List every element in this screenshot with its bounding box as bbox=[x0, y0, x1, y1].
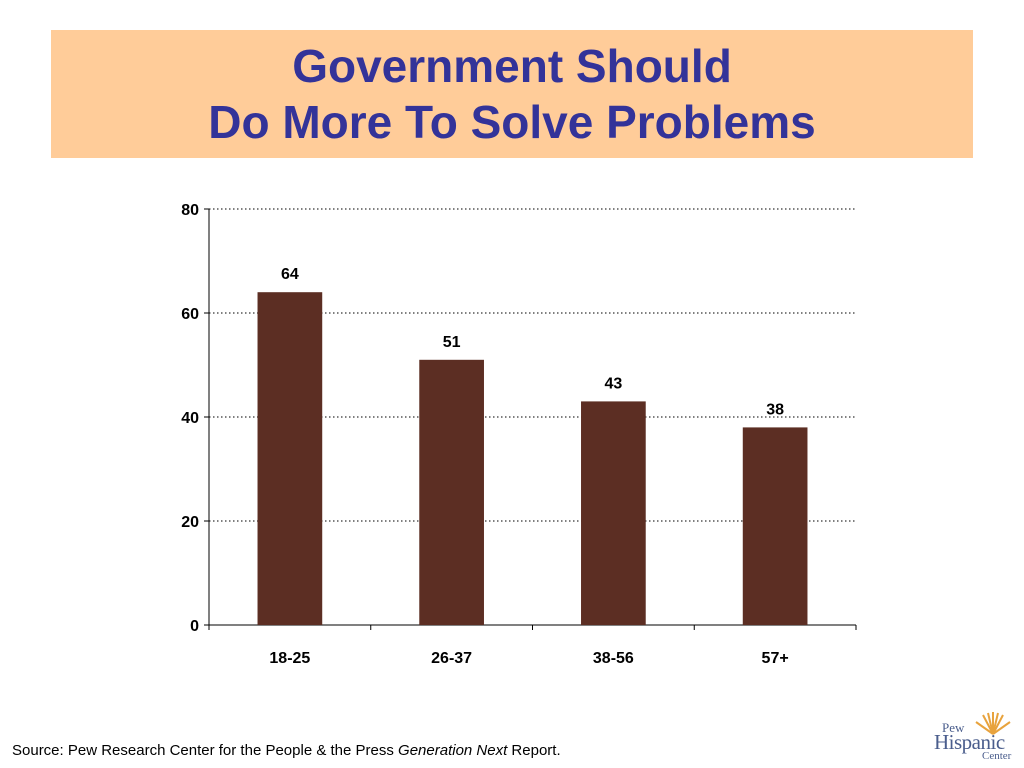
source-prefix: Source: Pew Research Center for the Peop… bbox=[12, 742, 399, 759]
logo-hispanic-text: Hispanic bbox=[934, 730, 1005, 754]
bar-18-25 bbox=[257, 292, 323, 625]
y-tick-label: 80 bbox=[181, 202, 199, 219]
pew-hispanic-center-logo: Pew Hispanic Center bbox=[930, 708, 1020, 764]
source-report-name: Generation Next bbox=[398, 742, 508, 759]
x-tick-label: 18-25 bbox=[269, 650, 310, 667]
data-label: 43 bbox=[604, 375, 622, 392]
y-tick-label: 20 bbox=[181, 514, 199, 531]
source-note: Source: Pew Research Center for the Peop… bbox=[12, 742, 561, 759]
sun-rays-icon bbox=[975, 712, 1011, 735]
y-tick-label: 60 bbox=[181, 306, 199, 323]
x-tick-label: 26-37 bbox=[431, 650, 472, 667]
data-label: 51 bbox=[443, 334, 461, 351]
x-tick-label: 38-56 bbox=[593, 650, 634, 667]
logo-pew-text: Pew bbox=[942, 720, 965, 735]
logo-center-text: Center bbox=[982, 750, 1012, 762]
y-tick-label: 0 bbox=[190, 618, 199, 635]
bar-38-56 bbox=[581, 401, 646, 625]
x-tick-label: 57+ bbox=[762, 650, 789, 667]
data-label: 38 bbox=[766, 401, 784, 418]
source-suffix: Report. bbox=[507, 742, 561, 759]
bar-26-37 bbox=[419, 359, 484, 625]
data-label: 64 bbox=[281, 266, 299, 283]
bar-57+ bbox=[742, 427, 808, 625]
title-banner: Government Should Do More To Solve Probl… bbox=[51, 30, 973, 158]
title-line-1: Government Should bbox=[292, 40, 732, 92]
y-tick-label: 40 bbox=[181, 410, 199, 427]
title-line-2: Do More To Solve Problems bbox=[208, 96, 816, 148]
